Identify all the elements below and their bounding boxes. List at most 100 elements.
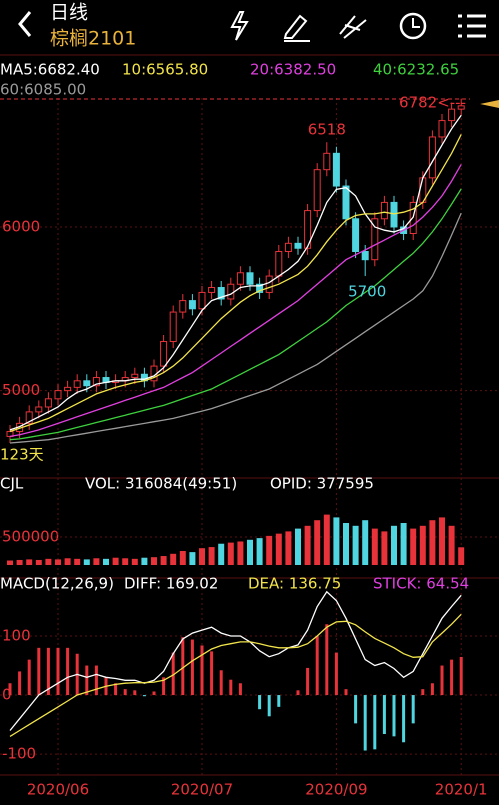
volume-bar bbox=[179, 551, 186, 565]
candle-body bbox=[208, 287, 216, 293]
volume-bar bbox=[64, 558, 71, 565]
candle-body bbox=[457, 105, 465, 110]
indicator-icon[interactable] bbox=[339, 15, 367, 39]
candle-body bbox=[294, 242, 302, 249]
legend-entry: 40:6232.65 bbox=[373, 61, 459, 79]
time-icon[interactable] bbox=[399, 12, 427, 40]
volume-bar bbox=[35, 559, 42, 565]
y-tick-label: 6000 bbox=[2, 217, 40, 235]
candle-body bbox=[304, 210, 312, 249]
candle-body bbox=[246, 272, 254, 285]
panel-label: OPID: 377595 bbox=[270, 475, 374, 493]
volume-bar bbox=[343, 523, 349, 565]
volume-bar bbox=[160, 556, 167, 565]
volume-bar bbox=[266, 535, 273, 565]
volume-bar bbox=[189, 552, 196, 565]
volume-bar bbox=[371, 528, 378, 565]
candle-body bbox=[25, 411, 33, 424]
legend-entry: DIFF: 169.02 bbox=[124, 575, 218, 593]
time-icon-hands bbox=[412, 18, 420, 28]
candle-body bbox=[179, 300, 187, 313]
candle-body bbox=[275, 251, 283, 277]
dea-line bbox=[9, 613, 462, 737]
contract-name: 棕榈2101 bbox=[50, 28, 136, 50]
candle-body bbox=[160, 341, 168, 367]
menu-icon[interactable] bbox=[458, 14, 486, 38]
volume-bar bbox=[304, 525, 311, 565]
diff-line bbox=[9, 590, 462, 731]
volume-bar bbox=[83, 559, 90, 565]
x-tick-label: 2020/07 bbox=[171, 781, 233, 799]
volume-bar bbox=[227, 542, 234, 565]
draw-icon[interactable] bbox=[283, 14, 310, 42]
volume-bar bbox=[151, 557, 157, 565]
ma-line bbox=[9, 134, 462, 433]
volume-bar bbox=[74, 558, 81, 565]
volume-bar bbox=[256, 538, 263, 565]
volume-bar bbox=[103, 558, 109, 565]
candle-body bbox=[227, 283, 235, 300]
volume-bar bbox=[26, 559, 33, 565]
volume-bar bbox=[362, 520, 369, 565]
back-button[interactable] bbox=[18, 11, 32, 37]
volume-bar bbox=[448, 525, 455, 565]
volume-bar bbox=[45, 558, 52, 565]
volume-bar bbox=[439, 517, 445, 565]
volume-bar bbox=[208, 547, 215, 565]
volume-bar bbox=[352, 525, 359, 565]
candle-body bbox=[323, 152, 331, 171]
candle-body bbox=[64, 386, 72, 392]
candle-body bbox=[217, 287, 225, 300]
candle-body bbox=[448, 108, 456, 122]
volume-bar bbox=[122, 558, 129, 565]
y-tick-label: 0 bbox=[2, 686, 12, 704]
volume-bar bbox=[131, 558, 138, 565]
candle-body bbox=[73, 380, 81, 388]
volume-bar bbox=[410, 528, 417, 565]
y-tick-label: 500000 bbox=[2, 528, 59, 546]
candle-body bbox=[371, 218, 379, 261]
price-marker bbox=[480, 100, 499, 108]
legend-entry: 60:6085.00 bbox=[0, 81, 86, 99]
volume-bar bbox=[7, 560, 13, 565]
candle-body bbox=[35, 406, 43, 413]
legend-entry: DEA: 136.75 bbox=[248, 575, 341, 593]
volume-bar bbox=[314, 520, 321, 565]
volume-bar bbox=[218, 543, 225, 565]
volume-bar bbox=[275, 533, 282, 565]
volume-bar bbox=[170, 553, 177, 565]
panel-title: MACD(12,26,9) bbox=[0, 575, 114, 593]
volume-bar bbox=[458, 547, 465, 565]
flash-icon[interactable] bbox=[230, 11, 249, 41]
volume-bar bbox=[199, 548, 205, 565]
annotation: 5700 bbox=[348, 283, 386, 301]
y-tick-label: -100 bbox=[2, 745, 36, 763]
y-tick-label: 5000 bbox=[2, 381, 40, 399]
volume-bar bbox=[295, 528, 301, 565]
legend-entry: 10:6565.80 bbox=[122, 61, 208, 79]
candle-body bbox=[188, 300, 196, 310]
candle-body bbox=[236, 272, 244, 285]
candle-body bbox=[6, 431, 14, 437]
volume-bar bbox=[333, 517, 340, 565]
ma-line bbox=[9, 188, 462, 441]
candle-body bbox=[54, 390, 62, 400]
annotation: 123天 bbox=[0, 446, 44, 464]
candle-body bbox=[313, 169, 321, 212]
volume-bar bbox=[16, 559, 23, 565]
volume-bar bbox=[381, 531, 388, 565]
panel-title: CJL bbox=[0, 475, 24, 493]
y-tick-label: 100 bbox=[2, 627, 31, 645]
x-tick-label: 2020/06 bbox=[27, 781, 89, 799]
page-title: 日线 bbox=[50, 2, 88, 24]
volume-bar bbox=[237, 541, 244, 565]
candle-body bbox=[332, 152, 340, 187]
volume-bar bbox=[391, 525, 397, 565]
candle-body bbox=[380, 201, 388, 220]
legend-entry: MA5:6682.40 bbox=[0, 61, 100, 79]
candle-body bbox=[198, 291, 206, 310]
x-tick-label: 2020/09 bbox=[305, 781, 367, 799]
candle-body bbox=[361, 251, 369, 261]
volume-bar bbox=[419, 525, 426, 565]
